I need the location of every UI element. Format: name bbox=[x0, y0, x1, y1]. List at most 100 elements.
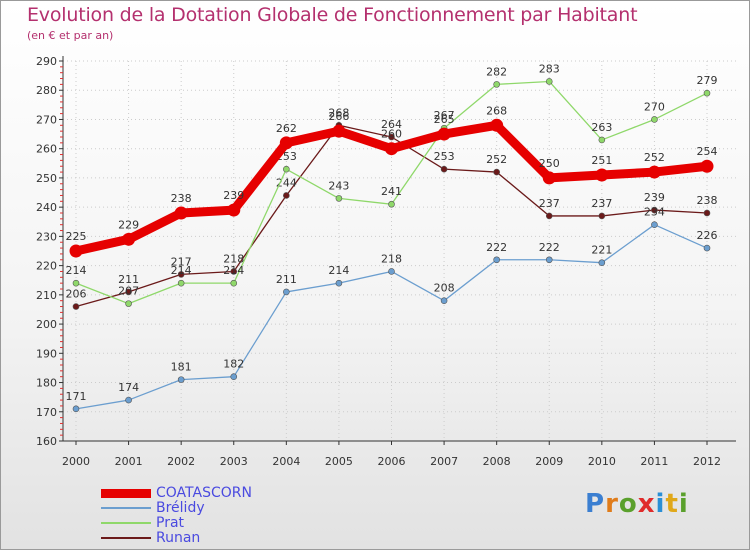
data-label-prat: 279 bbox=[697, 74, 718, 87]
data-label-prat: 241 bbox=[381, 185, 402, 198]
y-tick-label: 190 bbox=[36, 347, 57, 360]
data-label-coatascorn: 268 bbox=[486, 104, 507, 117]
data-label-runan: 244 bbox=[276, 176, 297, 189]
data-point-coatascorn bbox=[647, 165, 661, 179]
chart-subtitle: (en € et par an) bbox=[27, 29, 114, 42]
data-label-prat: 207 bbox=[118, 285, 139, 298]
data-point-runan bbox=[703, 209, 711, 217]
data-label-prat: 214 bbox=[223, 264, 244, 277]
legend-item-prat: Prat bbox=[101, 515, 361, 531]
data-label-brelidy: 222 bbox=[539, 241, 560, 254]
data-label-runan: 239 bbox=[644, 191, 665, 204]
data-point-coatascorn bbox=[122, 232, 136, 246]
data-label-runan: 264 bbox=[381, 118, 402, 131]
data-point-brelidy bbox=[703, 244, 711, 252]
data-label-prat: 267 bbox=[434, 109, 455, 122]
y-tick-label: 230 bbox=[36, 230, 57, 243]
y-tick-label: 220 bbox=[36, 260, 57, 273]
x-tick-label: 2012 bbox=[693, 455, 721, 468]
data-point-brelidy bbox=[598, 259, 606, 266]
logo-letter: o bbox=[618, 489, 638, 519]
data-point-runan bbox=[545, 212, 553, 220]
data-label-coatascorn: 252 bbox=[644, 151, 665, 164]
data-point-runan bbox=[177, 271, 185, 278]
data-point-coatascorn bbox=[174, 206, 188, 220]
data-label-prat: 214 bbox=[66, 264, 87, 277]
data-point-brelidy bbox=[493, 256, 500, 264]
y-tick-label: 290 bbox=[36, 55, 57, 68]
logo-letter: i bbox=[678, 489, 689, 519]
legend-item-runan: Runan bbox=[101, 530, 361, 546]
y-tick-label: 160 bbox=[36, 435, 57, 448]
data-label-prat: 270 bbox=[644, 100, 665, 113]
y-tick-label: 210 bbox=[36, 289, 57, 302]
data-point-coatascorn bbox=[490, 118, 504, 132]
data-label-coatascorn: 225 bbox=[66, 230, 87, 243]
data-point-runan bbox=[230, 268, 238, 275]
x-tick-label: 2010 bbox=[588, 455, 616, 468]
y-tick-label: 270 bbox=[36, 113, 57, 126]
y-tick-label: 170 bbox=[36, 406, 57, 419]
logo-letter: x bbox=[637, 489, 656, 519]
y-tick-label: 240 bbox=[36, 201, 57, 214]
x-tick-label: 2005 bbox=[325, 455, 353, 468]
data-point-brelidy bbox=[545, 256, 553, 264]
data-point-brelidy bbox=[72, 405, 80, 413]
data-point-brelidy bbox=[283, 288, 290, 296]
x-tick-label: 2009 bbox=[535, 455, 563, 468]
data-label-coatascorn: 229 bbox=[118, 218, 139, 231]
proxiti-logo: Proxiti bbox=[585, 489, 689, 519]
legend-swatch-coatascorn bbox=[101, 488, 151, 498]
data-label-prat: 214 bbox=[171, 264, 192, 277]
data-point-prat bbox=[283, 165, 290, 173]
data-label-runan: 211 bbox=[118, 273, 139, 286]
x-tick-label: 2007 bbox=[430, 455, 458, 468]
data-label-brelidy: 221 bbox=[591, 244, 612, 257]
legend-label-prat: Prat bbox=[156, 515, 185, 531]
legend: COATASCORN Brélidy Prat Runan bbox=[101, 485, 361, 546]
legend-item-coatascorn: COATASCORN bbox=[101, 485, 361, 501]
data-label-prat: 282 bbox=[486, 65, 507, 78]
data-label-brelidy: 218 bbox=[381, 252, 402, 265]
data-label-coatascorn: 238 bbox=[171, 192, 192, 205]
x-tick-label: 2004 bbox=[272, 455, 300, 468]
data-label-runan: 268 bbox=[328, 106, 349, 119]
data-point-prat bbox=[388, 200, 395, 208]
data-point-runan bbox=[72, 303, 80, 310]
data-point-coatascorn bbox=[332, 124, 346, 138]
logo-letter: P bbox=[585, 489, 606, 519]
data-point-runan bbox=[283, 192, 290, 199]
data-point-runan bbox=[651, 206, 658, 214]
data-point-coatascorn bbox=[69, 244, 83, 258]
data-label-coatascorn: 254 bbox=[697, 145, 718, 158]
x-tick-label: 2002 bbox=[167, 455, 195, 468]
data-label-prat: 243 bbox=[328, 179, 349, 192]
data-label-prat: 263 bbox=[591, 121, 612, 134]
legend-label-brelidy: Brélidy bbox=[156, 500, 205, 516]
data-label-coatascorn: 266 bbox=[328, 110, 349, 123]
x-tick-label: 2006 bbox=[378, 455, 406, 468]
data-point-coatascorn bbox=[700, 159, 714, 173]
data-point-prat bbox=[651, 116, 658, 123]
logo-letter: t bbox=[665, 489, 679, 519]
data-label-brelidy: 211 bbox=[276, 273, 297, 286]
legend-label-runan: Runan bbox=[156, 530, 201, 546]
data-point-prat bbox=[545, 78, 553, 85]
data-point-prat bbox=[493, 81, 500, 88]
chart-title: Evolution de la Dotation Globale de Fonc… bbox=[27, 4, 638, 26]
x-tick-label: 2008 bbox=[483, 455, 511, 468]
data-point-brelidy bbox=[440, 297, 448, 304]
x-tick-label: 2001 bbox=[115, 455, 143, 468]
data-label-brelidy: 214 bbox=[328, 264, 349, 277]
logo-letter: i bbox=[655, 489, 666, 519]
legend-swatch-brelidy bbox=[101, 507, 151, 509]
data-point-prat bbox=[598, 136, 606, 144]
data-point-coatascorn bbox=[279, 136, 293, 150]
data-point-brelidy bbox=[335, 279, 343, 287]
data-label-runan: 252 bbox=[486, 153, 507, 166]
data-point-prat bbox=[177, 279, 185, 287]
data-label-brelidy: 181 bbox=[171, 361, 192, 374]
x-tick-label: 2000 bbox=[62, 455, 90, 468]
data-label-brelidy: 171 bbox=[66, 390, 87, 403]
